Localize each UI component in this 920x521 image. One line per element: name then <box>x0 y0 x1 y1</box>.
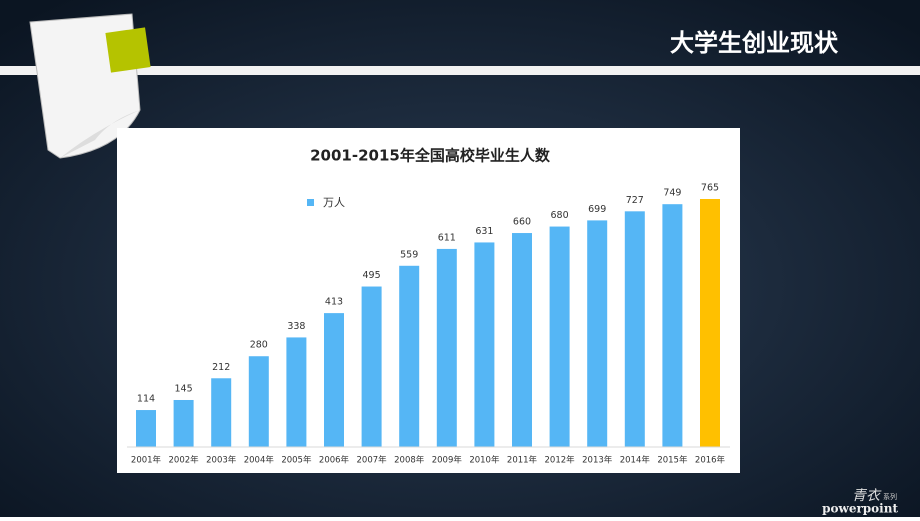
bar <box>587 220 608 447</box>
bar <box>512 233 532 447</box>
x-tick-label: 2010年 <box>469 455 500 466</box>
value-label: 212 <box>212 362 230 373</box>
value-label: 727 <box>626 195 644 206</box>
x-tick-label: 2016年 <box>695 455 726 466</box>
x-tick-label: 2012年 <box>545 455 576 466</box>
value-label: 413 <box>325 297 343 308</box>
x-tick-label: 2006年 <box>319 455 350 466</box>
chart-title: 2001-2015年全国高校毕业生人数 <box>310 147 551 165</box>
x-tick-label: 2013年 <box>582 455 613 466</box>
value-label: 338 <box>287 321 305 332</box>
value-label: 611 <box>438 232 456 243</box>
slide-title: 大学生创业现状 <box>670 29 839 57</box>
value-label: 631 <box>475 226 493 237</box>
x-tick-label: 2002年 <box>169 455 200 466</box>
bar <box>211 378 232 447</box>
value-label: 765 <box>701 183 719 194</box>
x-tick-label: 2003年 <box>206 455 237 466</box>
value-label: 660 <box>513 217 531 228</box>
x-tick-label: 2009年 <box>432 455 463 466</box>
header-band <box>0 66 920 75</box>
x-tick-label: 2007年 <box>357 455 388 466</box>
chart-panel <box>117 128 740 473</box>
bar <box>173 399 194 447</box>
value-label: 495 <box>363 270 381 281</box>
bar <box>399 265 420 447</box>
bar <box>662 204 683 447</box>
legend-label: 万人 <box>323 196 345 209</box>
bar <box>361 286 382 447</box>
value-label: 280 <box>250 340 268 351</box>
bar <box>700 199 720 447</box>
paper-note <box>29 13 151 159</box>
value-label: 114 <box>137 394 155 405</box>
value-label: 145 <box>175 383 193 394</box>
bar <box>549 226 570 447</box>
footer-product: powerpoint <box>822 502 898 516</box>
x-tick-label: 2011年 <box>507 455 538 466</box>
value-label: 559 <box>400 249 418 260</box>
legend-swatch <box>307 199 314 206</box>
bar <box>248 356 269 447</box>
bar <box>286 337 307 447</box>
footer-brand: 青衣 <box>852 488 882 504</box>
x-tick-label: 2014年 <box>620 455 651 466</box>
value-label: 699 <box>588 204 606 215</box>
x-tick-label: 2001年 <box>131 455 162 466</box>
value-label: 680 <box>551 210 569 221</box>
bar <box>474 242 495 447</box>
bar <box>136 410 156 447</box>
bar <box>324 313 344 447</box>
footer-series: 系列 <box>883 492 897 501</box>
x-tick-label: 2008年 <box>394 455 425 466</box>
x-tick-label: 2015年 <box>657 455 688 466</box>
bar <box>436 248 457 447</box>
x-tick-label: 2005年 <box>281 455 312 466</box>
value-label: 749 <box>663 188 681 199</box>
bar <box>624 211 645 447</box>
x-tick-label: 2004年 <box>244 455 275 466</box>
